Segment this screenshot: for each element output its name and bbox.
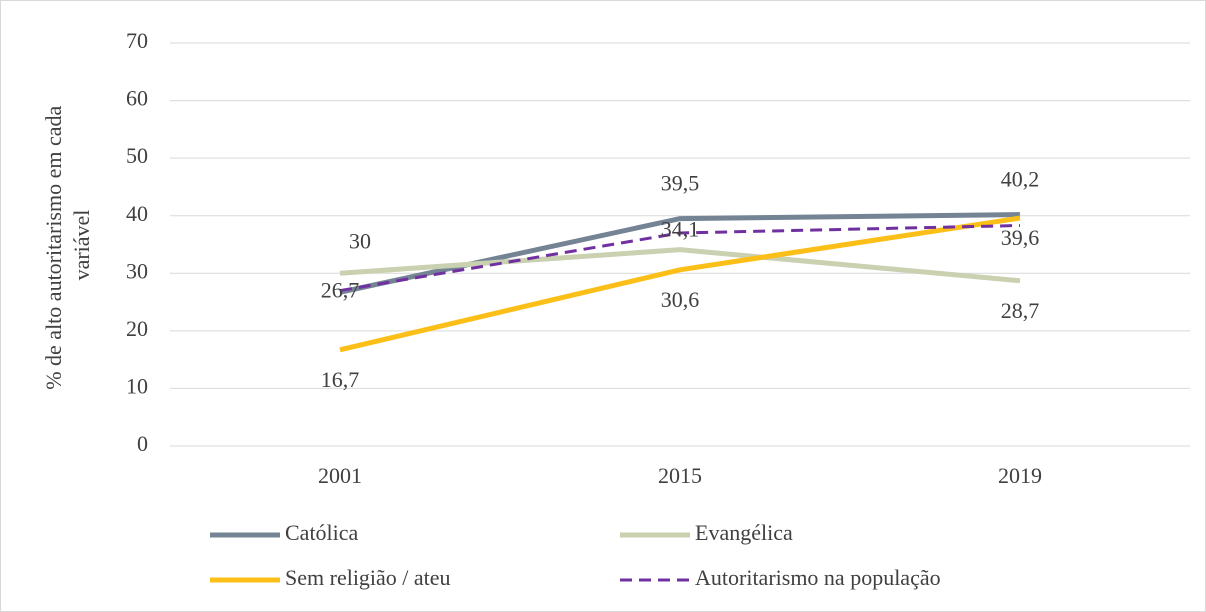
y-tick-label: 30 bbox=[126, 258, 148, 283]
data-label: 28,7 bbox=[1001, 298, 1040, 323]
data-label: 34,1 bbox=[661, 217, 700, 242]
y-tick-label: 40 bbox=[126, 201, 148, 226]
series-line bbox=[339, 215, 1021, 353]
data-label: 39,5 bbox=[661, 171, 700, 196]
data-label: 26,7 bbox=[321, 277, 360, 302]
legend-label: Sem religião / ateu bbox=[285, 565, 451, 590]
y-axis-label: % de alto autoritarismo em cada variável bbox=[41, 100, 94, 390]
y-tick-label: 20 bbox=[126, 316, 148, 341]
series-line bbox=[339, 247, 1021, 284]
data-label: 30,6 bbox=[661, 287, 700, 312]
legend-label: Católica bbox=[285, 520, 359, 545]
y-tick-label: 10 bbox=[126, 373, 148, 398]
data-label: 40,2 bbox=[1001, 167, 1040, 192]
y-tick-label: 0 bbox=[137, 431, 148, 456]
data-label: 39,6 bbox=[1001, 225, 1040, 250]
data-label: 16,7 bbox=[321, 367, 360, 392]
y-tick-label: 50 bbox=[126, 143, 148, 168]
y-tick-label: 60 bbox=[126, 86, 148, 111]
data-label: 30 bbox=[349, 228, 371, 253]
x-tick-label: 2015 bbox=[658, 463, 702, 488]
x-tick-label: 2001 bbox=[318, 463, 362, 488]
series-line bbox=[339, 224, 1021, 293]
legend-label: Autoritarismo na população bbox=[695, 565, 941, 590]
y-tick-label: 70 bbox=[126, 28, 148, 53]
x-tick-label: 2019 bbox=[998, 463, 1042, 488]
legend-label: Evangélica bbox=[695, 520, 793, 545]
